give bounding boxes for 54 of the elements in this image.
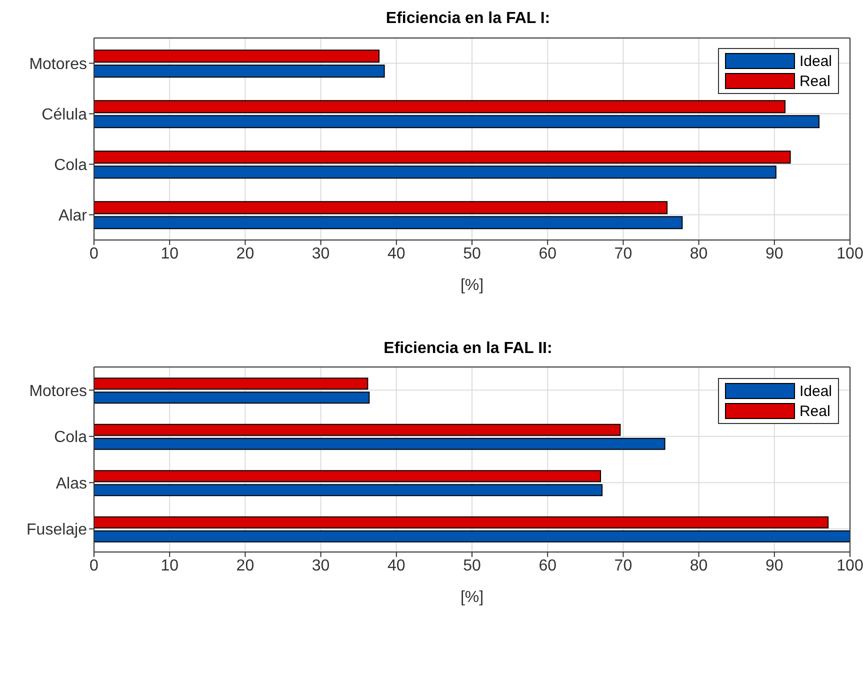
y-tick-label: Alar: [58, 207, 88, 224]
bar: [94, 64, 385, 78]
y-tick-label: Célula: [42, 106, 88, 124]
x-tick-label: 90: [766, 245, 784, 262]
chart-title: Eficiencia en la FAL I:: [384, 9, 552, 29]
x-axis-title: [%]: [460, 277, 484, 294]
y-tick-label: Cola: [54, 429, 88, 446]
y-tick-label: Alas: [56, 475, 87, 492]
x-tick-label: 40: [388, 557, 406, 574]
x-tick-label: 60: [538, 245, 557, 262]
x-tick-label: 70: [614, 245, 632, 262]
x-tick-label: 60: [538, 557, 557, 574]
x-tick-label: 20: [236, 557, 254, 574]
x-tick-label: 90: [766, 557, 784, 574]
y-tick-label: Motores: [29, 56, 87, 73]
bar: [94, 424, 621, 436]
x-tick-label: 80: [690, 557, 708, 574]
bar: [94, 150, 791, 164]
bar: [94, 530, 850, 542]
y-tick-label: Fuselaje: [26, 522, 88, 539]
bar: [94, 378, 368, 390]
x-tick-label: 20: [236, 245, 254, 262]
x-tick-label: 10: [160, 557, 179, 574]
legend-label: Ideal: [799, 52, 832, 70]
bar: [94, 50, 380, 63]
legend-label: Ideal: [799, 382, 832, 400]
x-tick-label: 80: [690, 245, 708, 262]
x-tick-label: 0: [90, 557, 99, 574]
bar: [94, 166, 776, 179]
chart-title: Eficiencia en la FAL II:: [382, 339, 554, 359]
bar: [94, 100, 786, 114]
bar: [94, 484, 603, 496]
x-tick-label: 40: [388, 245, 406, 262]
x-tick-label: 50: [463, 245, 481, 262]
bar: [94, 201, 668, 214]
x-tick-label: 100: [836, 557, 863, 574]
x-axis-title: [%]: [460, 589, 484, 606]
x-tick-label: 50: [463, 557, 481, 574]
y-tick-label: Cola: [54, 156, 88, 174]
legend-label: Real: [799, 72, 830, 90]
x-tick-label: 30: [312, 245, 330, 262]
bar: [94, 392, 370, 404]
x-tick-label: 70: [614, 557, 632, 574]
bar: [94, 115, 820, 128]
x-tick-label: 100: [836, 245, 863, 262]
x-tick-label: 30: [312, 557, 330, 574]
bar: [94, 216, 683, 230]
x-tick-label: 0: [90, 245, 99, 262]
bar: [94, 470, 602, 482]
y-tick-label: Motores: [29, 382, 87, 400]
bar: [94, 438, 666, 450]
x-tick-label: 10: [160, 245, 179, 262]
legend-label: Real: [799, 402, 830, 420]
bar: [94, 516, 829, 528]
